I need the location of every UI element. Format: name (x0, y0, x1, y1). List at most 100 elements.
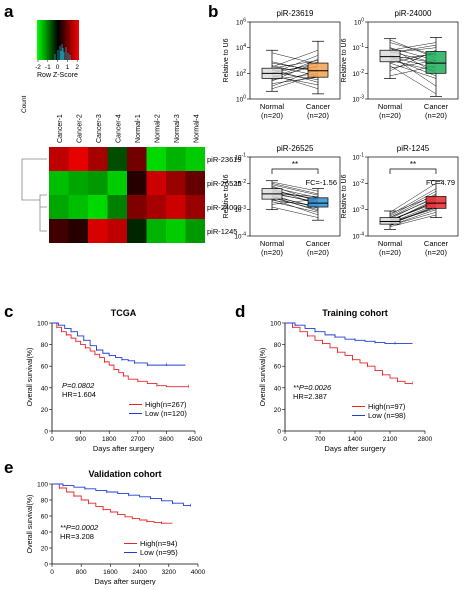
survival-panel: Validation cohort 0 20 40 60 80 100 0 800 1600 240… (27, 469, 206, 586)
boxplots: piR-23619 Relative to U6 100 102 104 106 Norma… (223, 9, 459, 257)
color-key-tick-label: 0 (56, 64, 60, 71)
boxplot-panel: piR-26525 Relative to U6 10-4 10-3 10-2 10-1 N… (223, 144, 341, 257)
heatmap-cell (49, 171, 69, 195)
color-key-ylabel: Count (21, 95, 28, 113)
panel-label-b: b (208, 2, 218, 21)
significance-stars: ** (410, 160, 416, 169)
x-tick-label: 3200 (162, 569, 177, 576)
survival-title: Training cohort (322, 308, 388, 318)
y-tick-label: 100 (270, 321, 281, 328)
heatmap-cell (49, 147, 69, 171)
heatmap-cell (127, 171, 147, 195)
heatmap-cell (88, 195, 108, 219)
legend-label: High(n=97) (368, 402, 406, 411)
survival-curve (52, 322, 186, 366)
heatmap-row-label: piR-26525 (207, 179, 242, 188)
survival-curve (52, 483, 191, 507)
legend-label: Low (n=120) (145, 409, 187, 418)
survival-xlabel: Days after surgery (94, 577, 156, 585)
x-tick-label: 900 (75, 436, 86, 443)
heatmap-row-label: piR-24000 (207, 203, 242, 212)
x-tick-label: 2100 (383, 436, 398, 443)
heatmap-cell (127, 147, 147, 171)
hazard-ratio: HR=3.208 (60, 532, 94, 541)
category-label: Normal (260, 239, 285, 248)
heatmap-cell (166, 171, 186, 195)
y-tick-label: 20 (41, 407, 49, 414)
y-tick-label: 0 (44, 562, 48, 569)
boxplot-ylabel: Relative to U6 (223, 174, 230, 218)
panel-label-a: a (4, 2, 14, 21)
color-key-tick-label: 1 (66, 64, 70, 71)
survival-title: Validation cohort (88, 469, 161, 479)
heatmap-cell (88, 147, 108, 171)
category-label: Cancer (306, 102, 331, 111)
heatmap-cell (185, 171, 205, 195)
y-tick-label: 80 (274, 342, 282, 349)
box (379, 217, 401, 225)
heatmap-cell (68, 219, 88, 243)
x-tick-label: 2800 (418, 436, 433, 443)
survival-ylabel: Overall survival(%) (27, 495, 34, 554)
heatmap-cell (49, 219, 69, 243)
x-tick-label: 1800 (102, 436, 117, 443)
survival-panel: Training cohort 0 20 40 60 80 100 0 700 1400 2100 2… (260, 308, 433, 453)
boxplot-panel: piR-23619 Relative to U6 100 102 104 106 Norma… (223, 9, 341, 120)
boxplot-frame (249, 21, 341, 100)
boxplot-frame (367, 156, 459, 237)
panel-label-e: e (4, 458, 13, 477)
category-label: (n=20) (425, 248, 447, 257)
y-tick-label: 40 (274, 385, 282, 392)
y-tick-label: 40 (41, 530, 49, 537)
heatmap: Cancer-1 Cancer-2 Cancer-3 Cancer-4 Normal-1… (21, 114, 242, 243)
category-label: Normal (378, 102, 403, 111)
y-tick-label: 40 (41, 385, 49, 392)
heatmap-cell (166, 219, 186, 243)
heatmap-cell (68, 171, 88, 195)
pair-line (389, 65, 437, 95)
hazard-ratio: HR=1.604 (62, 390, 96, 399)
x-tick-label: 1400 (348, 436, 363, 443)
x-tick-label: 3600 (159, 436, 174, 443)
y-tick-label: 0 (44, 429, 48, 436)
boxplot-title: piR-1245 (397, 144, 430, 153)
x-tick-label: 2400 (132, 569, 147, 576)
panel-label-c: c (4, 302, 13, 321)
legend-label: High(n=94) (140, 539, 178, 548)
survival-curve (52, 322, 189, 388)
y-tick-label: 60 (41, 364, 49, 371)
heatmap-cell (166, 147, 186, 171)
y-tick-label: 10-3 (234, 205, 246, 214)
dendrogram-branch (21, 158, 47, 201)
boxplot-frame (367, 21, 459, 100)
heatmap-color-key: Count -2 -1 0 1 2 Row Z-Score (21, 20, 79, 113)
heatmap-cell (107, 219, 127, 243)
color-key-tick-label: -2 (35, 64, 41, 71)
y-tick-label: 80 (41, 498, 49, 505)
category-label: Cancer (424, 239, 449, 248)
heatmap-cell (146, 195, 166, 219)
x-tick-label: 800 (76, 569, 87, 576)
category-label: Normal (378, 239, 403, 248)
boxplot-panel: piR-1245 Relative to U6 10-4 10-3 10-2 10-1 No… (341, 144, 459, 257)
dendrogram-branch (39, 194, 47, 208)
y-tick-label: 106 (236, 18, 246, 27)
heatmap-column-label: Normal-2 (154, 114, 161, 143)
x-tick-label: 2700 (131, 436, 146, 443)
significance-stars: ** (292, 160, 298, 169)
y-tick-label: 100 (354, 18, 364, 27)
y-tick-label: 20 (41, 546, 49, 553)
survival-ylabel: Overall survival(%) (27, 348, 34, 407)
legend-label: Low (n=95) (140, 548, 178, 557)
p-value: P=0.0802 (62, 381, 95, 390)
survival-curve (285, 322, 413, 384)
heatmap-row-label: piR-1245 (207, 227, 237, 236)
heatmap-cell (127, 219, 147, 243)
category-label: (n=20) (307, 248, 329, 257)
heatmap-cell (146, 147, 166, 171)
heatmap-column-label: Normal-4 (193, 114, 200, 143)
survival-curve (52, 483, 173, 524)
heatmap-cell (185, 195, 205, 219)
